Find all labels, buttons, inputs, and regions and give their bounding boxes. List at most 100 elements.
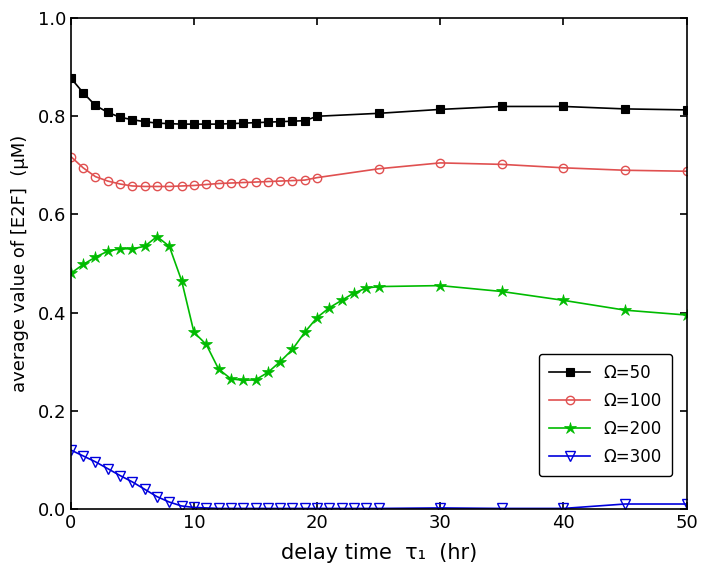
- Ω=200: [190, 329, 199, 336]
- Ω=100: [79, 164, 87, 171]
- Legend: Ω=50, Ω=100, Ω=200, Ω=300: Ω=50, Ω=100, Ω=200, Ω=300: [539, 354, 672, 476]
- Ω=100: [436, 160, 445, 166]
- Line: Ω=100: Ω=100: [67, 152, 691, 191]
- Ω=100: [152, 183, 161, 190]
- Ω=300: [288, 505, 296, 512]
- Ω=300: [251, 505, 259, 512]
- Ω=100: [214, 180, 223, 187]
- Ω=50: [79, 90, 87, 96]
- Ω=200: [313, 314, 321, 321]
- Y-axis label: average value of [E2F]  (μM): average value of [E2F] (μM): [11, 135, 29, 392]
- Ω=100: [682, 168, 691, 174]
- Ω=200: [79, 261, 87, 268]
- Ω=50: [165, 120, 174, 127]
- Ω=100: [559, 164, 568, 171]
- Ω=200: [140, 243, 149, 250]
- Ω=50: [91, 102, 100, 109]
- Ω=300: [682, 501, 691, 507]
- Ω=200: [91, 254, 100, 261]
- Ω=100: [177, 183, 186, 189]
- Ω=100: [288, 177, 296, 184]
- Ω=50: [67, 75, 75, 82]
- Ω=300: [264, 505, 272, 512]
- Ω=100: [190, 182, 199, 189]
- Ω=100: [374, 165, 383, 172]
- Ω=50: [620, 106, 629, 113]
- Ω=100: [104, 177, 112, 184]
- Ω=300: [498, 505, 506, 512]
- Ω=50: [313, 113, 321, 120]
- Ω=100: [620, 167, 629, 174]
- Ω=200: [116, 245, 124, 252]
- Ω=50: [214, 121, 223, 127]
- Ω=200: [374, 283, 383, 290]
- Ω=200: [264, 369, 272, 376]
- Ω=100: [276, 177, 284, 184]
- Ω=200: [152, 233, 161, 240]
- Ω=50: [682, 106, 691, 113]
- Ω=50: [498, 103, 506, 110]
- Ω=100: [67, 153, 75, 160]
- Ω=200: [67, 270, 75, 277]
- Ω=100: [313, 174, 321, 181]
- Ω=300: [301, 505, 309, 512]
- Ω=100: [251, 179, 259, 185]
- Ω=300: [140, 486, 149, 492]
- Ω=50: [436, 106, 445, 113]
- Ω=100: [128, 183, 137, 189]
- Ω=300: [313, 505, 321, 512]
- Ω=100: [202, 181, 211, 188]
- X-axis label: delay time  τ₁  (hr): delay time τ₁ (hr): [281, 543, 476, 563]
- Ω=200: [337, 297, 346, 304]
- Ω=100: [91, 173, 100, 180]
- Ω=200: [350, 289, 358, 296]
- Line: Ω=200: Ω=200: [65, 230, 693, 386]
- Ω=300: [620, 501, 629, 507]
- Ω=50: [276, 118, 284, 125]
- Ω=300: [214, 505, 223, 512]
- Ω=50: [227, 120, 235, 127]
- Ω=50: [116, 114, 124, 121]
- Ω=200: [682, 312, 691, 319]
- Ω=200: [362, 285, 371, 292]
- Ω=200: [128, 245, 137, 252]
- Ω=50: [264, 119, 272, 126]
- Ω=300: [79, 452, 87, 459]
- Ω=300: [374, 505, 383, 512]
- Ω=100: [498, 161, 506, 168]
- Ω=300: [337, 505, 346, 512]
- Ω=300: [190, 504, 199, 511]
- Ω=200: [498, 288, 506, 295]
- Ω=300: [104, 465, 112, 472]
- Ω=200: [301, 329, 309, 336]
- Ω=200: [104, 248, 112, 255]
- Ω=300: [325, 505, 334, 512]
- Ω=300: [350, 505, 358, 512]
- Ω=200: [276, 358, 284, 365]
- Ω=200: [239, 377, 247, 384]
- Ω=200: [177, 277, 186, 284]
- Line: Ω=300: Ω=300: [67, 445, 691, 513]
- Ω=200: [559, 297, 568, 304]
- Ω=300: [227, 505, 235, 512]
- Ω=50: [190, 121, 199, 127]
- Ω=300: [276, 505, 284, 512]
- Ω=100: [165, 183, 174, 190]
- Ω=50: [128, 117, 137, 123]
- Ω=300: [165, 499, 174, 506]
- Ω=200: [288, 346, 296, 353]
- Ω=50: [152, 120, 161, 127]
- Ω=100: [116, 181, 124, 188]
- Ω=300: [559, 505, 568, 512]
- Ω=200: [202, 341, 211, 348]
- Ω=200: [214, 366, 223, 373]
- Ω=300: [152, 493, 161, 500]
- Ω=200: [436, 282, 445, 289]
- Ω=300: [202, 505, 211, 511]
- Ω=100: [140, 183, 149, 190]
- Ω=50: [288, 118, 296, 125]
- Ω=200: [620, 307, 629, 313]
- Ω=200: [165, 243, 174, 250]
- Ω=100: [264, 178, 272, 185]
- Ω=200: [227, 375, 235, 382]
